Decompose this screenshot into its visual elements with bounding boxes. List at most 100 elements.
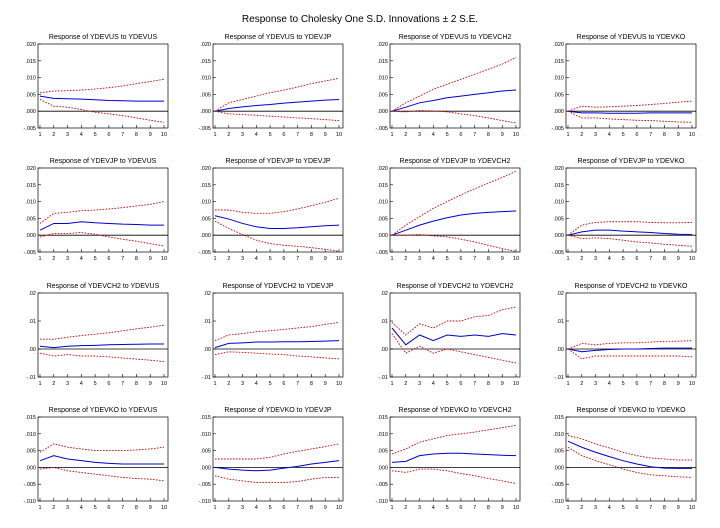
x-tick-label: 7	[296, 256, 299, 262]
panel-frame	[37, 292, 169, 378]
x-tick-label: 5	[622, 256, 625, 262]
x-tick-label: 9	[677, 132, 680, 138]
y-tick-label: .020	[377, 42, 388, 48]
y-tick-label: .000	[200, 233, 211, 239]
x-tick-label: 8	[663, 256, 666, 262]
x-tick-label: 7	[121, 381, 124, 387]
x-tick-label: 7	[649, 505, 652, 511]
irf-panel: Response of YDEVCH2 to YDEVKO .02 .01 .00 -.…	[555, 283, 697, 387]
response-line	[214, 340, 340, 349]
lower-band-line	[391, 333, 517, 364]
x-tick-label: 9	[501, 256, 504, 262]
x-tick-label: 3	[241, 256, 244, 262]
y-tick-label: -.005	[198, 250, 211, 256]
panel-title: Response of YDEVJP to YDEVKO	[577, 158, 685, 165]
y-tick-label: -.005	[375, 126, 388, 132]
panel-frame	[565, 167, 697, 253]
x-tick-label: 2	[52, 132, 55, 138]
upper-band-line	[391, 424, 517, 455]
response-line	[567, 347, 692, 353]
x-tick-label: 9	[677, 381, 680, 387]
response-line	[39, 221, 164, 231]
x-tick-label: 7	[649, 256, 652, 262]
response-line	[39, 455, 164, 465]
x-tick-label: 8	[487, 505, 490, 511]
x-tick-label: 6	[107, 505, 110, 511]
y-tick-label: .015	[553, 59, 564, 65]
irf-panel: Response of YDEVJP to YDEVCH2 .020 .015 .01…	[375, 158, 521, 262]
x-tick-label: 5	[622, 132, 625, 138]
y-tick-label: .010	[25, 432, 36, 438]
panel-title: Response of YDEVCH2 to YDEVKO	[575, 283, 689, 290]
x-tick-label: 9	[149, 505, 152, 511]
x-tick-label: 6	[282, 256, 285, 262]
x-tick-label: 9	[501, 505, 504, 511]
irf-panel: Response of YDEVKO to YDEVKO .015 .010 .005…	[551, 407, 697, 511]
y-tick-label: .005	[553, 216, 564, 222]
y-tick-label: .010	[25, 76, 36, 82]
x-tick-label: 3	[594, 381, 597, 387]
x-tick-label: 6	[282, 505, 285, 511]
panel-title: Response of YDEVCH2 to YDEVCH2	[397, 283, 514, 290]
x-tick-label: 4	[608, 505, 611, 511]
x-tick-label: 5	[269, 132, 272, 138]
y-tick-label: .000	[200, 109, 211, 115]
y-tick-label: -.010	[551, 499, 564, 505]
x-tick-label: 9	[677, 505, 680, 511]
lower-band-line	[214, 475, 339, 483]
x-tick-label: 3	[418, 505, 421, 511]
x-tick-label: 10	[161, 381, 167, 387]
x-tick-label: 7	[296, 381, 299, 387]
y-tick-label: .005	[200, 216, 211, 222]
upper-band-line	[39, 443, 165, 453]
x-tick-label: 1	[38, 505, 41, 511]
x-tick-label: 3	[418, 256, 421, 262]
x-tick-label: 1	[213, 256, 216, 262]
x-tick-label: 3	[66, 381, 69, 387]
response-line	[214, 98, 340, 112]
x-tick-label: 4	[80, 381, 83, 387]
y-tick-label: -.005	[23, 250, 36, 256]
lower-band-line	[391, 468, 517, 484]
x-tick-label: 4	[255, 505, 258, 511]
x-tick-label: 9	[149, 256, 152, 262]
upper-band-line	[567, 100, 693, 112]
upper-band-line	[391, 170, 517, 236]
panel-frame	[565, 43, 697, 129]
y-tick-label: .020	[553, 166, 564, 172]
y-tick-label: .010	[377, 200, 388, 206]
y-tick-label: .000	[25, 233, 36, 239]
x-tick-label: 10	[689, 256, 695, 262]
y-tick-label: .01	[380, 319, 388, 325]
x-tick-label: 4	[432, 381, 435, 387]
panel-title: Response of YDEVKO to YDEVCH2	[399, 407, 512, 414]
x-tick-label: 2	[227, 132, 230, 138]
panel-frame	[212, 292, 344, 378]
panel-title: Response of YDEVCH2 to YDEVUS	[47, 283, 160, 290]
x-tick-label: 6	[282, 132, 285, 138]
x-tick-label: 10	[336, 256, 342, 262]
panel-title: Response of YDEVCH2 to YDEVJP	[222, 283, 333, 290]
irf-panel: Response of YDEVKO to YDEVCH2 .015 .010 .00…	[375, 407, 521, 511]
upper-band-line	[215, 443, 340, 460]
response-line	[391, 89, 517, 112]
y-tick-label: .000	[377, 465, 388, 471]
y-tick-label: .015	[25, 183, 36, 189]
y-tick-label: .005	[377, 449, 388, 455]
x-tick-label: 2	[227, 256, 230, 262]
x-tick-label: 8	[663, 505, 666, 511]
y-tick-label: .005	[377, 216, 388, 222]
x-tick-label: 4	[608, 132, 611, 138]
x-tick-label: 3	[66, 132, 69, 138]
irf-panel: Response of YDEVJP to YDEVKO .020 .015 .010…	[551, 158, 697, 262]
x-tick-label: 7	[649, 381, 652, 387]
y-tick-label: .015	[377, 59, 388, 65]
y-tick-label: .000	[377, 109, 388, 115]
y-tick-label: -.01	[27, 375, 36, 381]
x-tick-label: 6	[459, 505, 462, 511]
x-tick-label: 10	[336, 132, 342, 138]
x-tick-label: 10	[336, 505, 342, 511]
y-tick-label: .010	[553, 76, 564, 82]
x-tick-label: 6	[459, 132, 462, 138]
y-tick-label: .02	[203, 291, 211, 297]
